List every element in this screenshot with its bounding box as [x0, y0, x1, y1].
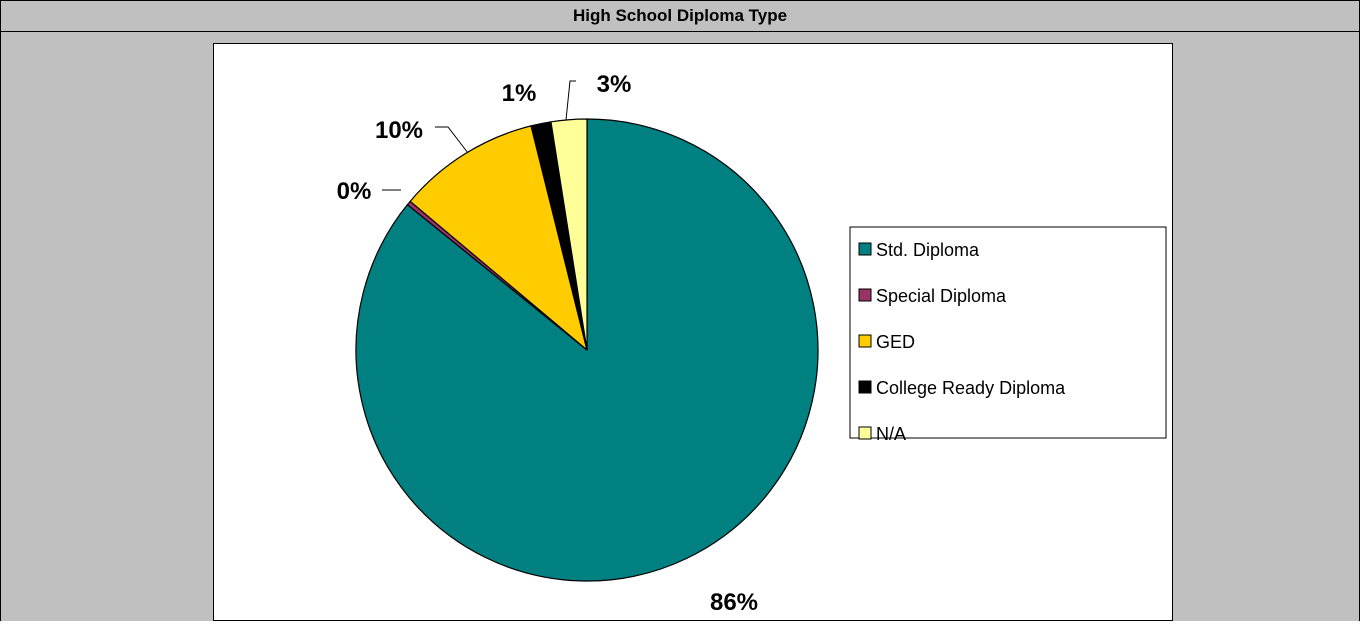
leader-lines	[382, 80, 576, 191]
legend-swatch	[858, 380, 872, 394]
legend-label: Std. Diploma	[876, 240, 980, 260]
legend-label: GED	[876, 332, 915, 352]
data-label: 86%	[710, 589, 758, 616]
leader-line	[565, 80, 576, 121]
data-label: 1%	[502, 80, 537, 107]
pie-slice-n-a	[550, 118, 588, 351]
data-label: 10%	[375, 117, 423, 144]
plot-area: 86% 0% 10% 1% 3% Std. Diploma Special Diploma…	[213, 43, 1173, 621]
data-label: 0%	[337, 178, 372, 205]
legend-swatch	[858, 288, 872, 302]
legend-box	[849, 226, 1167, 439]
data-labels: 86% 0% 10% 1% 3%	[337, 71, 758, 616]
data-label: 3%	[597, 71, 632, 98]
legend-label: N/A	[876, 424, 906, 444]
pie-slice-ged	[409, 125, 588, 351]
legend-label: Special Diploma	[876, 286, 1007, 306]
chart-title: High School Diploma Type	[1, 1, 1359, 32]
leader-line	[435, 126, 469, 154]
legend-swatch	[858, 242, 872, 256]
legend: Std. Diploma Special Diploma GED College Re…	[849, 226, 1167, 444]
pie-chart: 86% 0% 10% 1% 3% Std. Diploma Special Diploma…	[337, 71, 1167, 616]
pie-slices	[355, 118, 819, 582]
legend-swatch	[858, 334, 872, 348]
legend-swatch	[858, 426, 872, 440]
legend-label: College Ready Diploma	[876, 378, 1066, 398]
